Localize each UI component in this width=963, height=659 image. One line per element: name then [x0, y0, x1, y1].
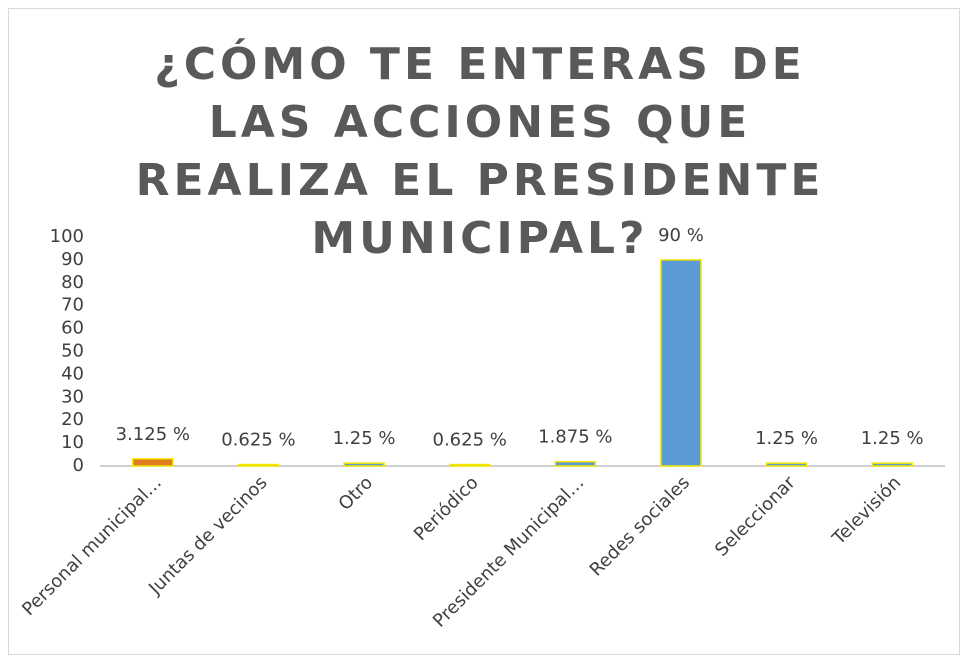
x-tick-label: Personal municipal… [18, 472, 166, 620]
value-label: 3.125 % [116, 424, 190, 445]
x-tick-label: Periódico [410, 472, 483, 545]
value-label: 1.25 % [755, 428, 818, 449]
y-tick-label: 30 [61, 386, 84, 407]
bar [765, 462, 808, 467]
bar [132, 458, 174, 467]
bar [343, 462, 385, 467]
bar [871, 462, 913, 467]
chart-title: ¿CÓMO TE ENTERAS DE LAS ACCIONES QUE REA… [135, 39, 825, 264]
y-tick-label: 20 [61, 409, 84, 430]
value-label: 1.875 % [538, 427, 612, 448]
chart-border [8, 8, 960, 655]
x-tick-label: Otro [335, 472, 378, 515]
x-tick-label: Televisión [828, 472, 905, 549]
x-tick-label: Redes sociales [586, 472, 694, 580]
value-label: 0.625 % [221, 430, 295, 451]
x-tick-label: Seleccionar [711, 472, 800, 561]
y-tick-label: 90 [61, 249, 84, 270]
y-tick-label: 70 [61, 295, 84, 316]
bar [448, 463, 491, 467]
y-tick-label: 100 [50, 226, 84, 247]
x-tick-label: Juntas de vecinos [144, 472, 271, 599]
bar [237, 463, 280, 467]
value-label: 1.25 % [333, 428, 396, 449]
y-tick-label: 0 [73, 455, 84, 476]
value-label: 0.625 % [433, 430, 507, 451]
y-tick-label: 40 [61, 363, 84, 384]
y-tick-label: 60 [61, 318, 84, 339]
bar [660, 259, 702, 467]
y-tick-label: 50 [61, 341, 84, 362]
value-label: 1.25 % [861, 428, 924, 449]
y-tick-label: 10 [61, 432, 84, 453]
value-label: 90 % [658, 225, 704, 246]
y-tick-label: 80 [61, 272, 84, 293]
bar [554, 460, 597, 467]
